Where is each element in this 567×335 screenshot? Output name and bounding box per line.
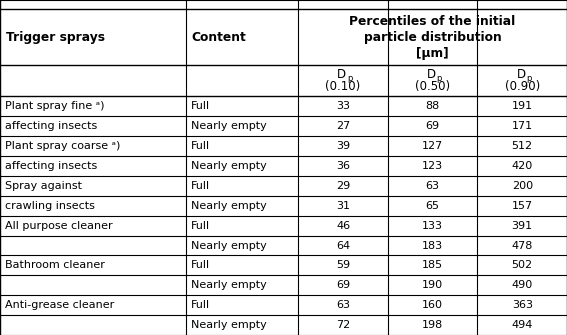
Text: 490: 490 [511,280,533,290]
Text: 494: 494 [511,320,533,330]
Text: 171: 171 [511,121,533,131]
Text: Full: Full [191,141,210,151]
Text: 191: 191 [511,102,533,112]
Text: Spray against: Spray against [5,181,82,191]
Text: 157: 157 [511,201,533,211]
Text: 160: 160 [422,300,443,310]
Text: Full: Full [191,260,210,270]
Text: D: D [427,68,436,81]
Text: 133: 133 [422,221,443,231]
Text: 123: 123 [422,161,443,171]
Text: 198: 198 [422,320,443,330]
Text: All purpose cleaner: All purpose cleaner [5,221,112,231]
Text: 29: 29 [336,181,350,191]
Text: 478: 478 [511,241,533,251]
Text: 391: 391 [511,221,533,231]
Text: Full: Full [191,181,210,191]
Text: Percentiles of the initial
particle distribution
[µm]: Percentiles of the initial particle dist… [349,14,516,60]
Text: 190: 190 [422,280,443,290]
Text: Nearly empty: Nearly empty [191,241,266,251]
Text: 127: 127 [422,141,443,151]
Text: p: p [526,74,532,83]
Text: 31: 31 [336,201,350,211]
Text: Nearly empty: Nearly empty [191,201,266,211]
Text: (0.50): (0.50) [415,80,450,93]
Text: 72: 72 [336,320,350,330]
Text: Nearly empty: Nearly empty [191,320,266,330]
Text: crawling insects: crawling insects [5,201,95,211]
Text: 502: 502 [511,260,533,270]
Text: 363: 363 [511,300,533,310]
Text: D: D [337,68,346,81]
Text: 512: 512 [511,141,533,151]
Text: 69: 69 [336,280,350,290]
Text: 63: 63 [336,300,350,310]
Text: 33: 33 [336,102,350,112]
Text: 200: 200 [511,181,533,191]
Text: affecting insects: affecting insects [5,161,97,171]
Text: 65: 65 [426,201,439,211]
Text: Full: Full [191,300,210,310]
Text: Nearly empty: Nearly empty [191,280,266,290]
Text: 88: 88 [425,102,440,112]
Text: 59: 59 [336,260,350,270]
Text: 64: 64 [336,241,350,251]
Text: D: D [517,68,526,81]
Text: Content: Content [192,30,247,44]
Text: Bathroom cleaner: Bathroom cleaner [5,260,104,270]
Text: 185: 185 [422,260,443,270]
Text: 183: 183 [422,241,443,251]
Text: Nearly empty: Nearly empty [191,121,266,131]
Text: Plant spray coarse ᵃ): Plant spray coarse ᵃ) [5,141,120,151]
Text: Full: Full [191,102,210,112]
Text: 420: 420 [511,161,533,171]
Text: 36: 36 [336,161,350,171]
Text: affecting insects: affecting insects [5,121,97,131]
Text: Anti-grease cleaner: Anti-grease cleaner [5,300,114,310]
Text: p: p [347,74,353,83]
Text: Full: Full [191,221,210,231]
Text: 27: 27 [336,121,350,131]
Text: 46: 46 [336,221,350,231]
Text: 69: 69 [426,121,439,131]
Text: Plant spray fine ᵃ): Plant spray fine ᵃ) [5,102,104,112]
Text: (0.90): (0.90) [505,80,540,93]
Text: 39: 39 [336,141,350,151]
Text: 63: 63 [426,181,439,191]
Text: Nearly empty: Nearly empty [191,161,266,171]
Text: p: p [437,74,442,83]
Text: (0.10): (0.10) [325,80,361,93]
Text: Trigger sprays: Trigger sprays [6,30,105,44]
